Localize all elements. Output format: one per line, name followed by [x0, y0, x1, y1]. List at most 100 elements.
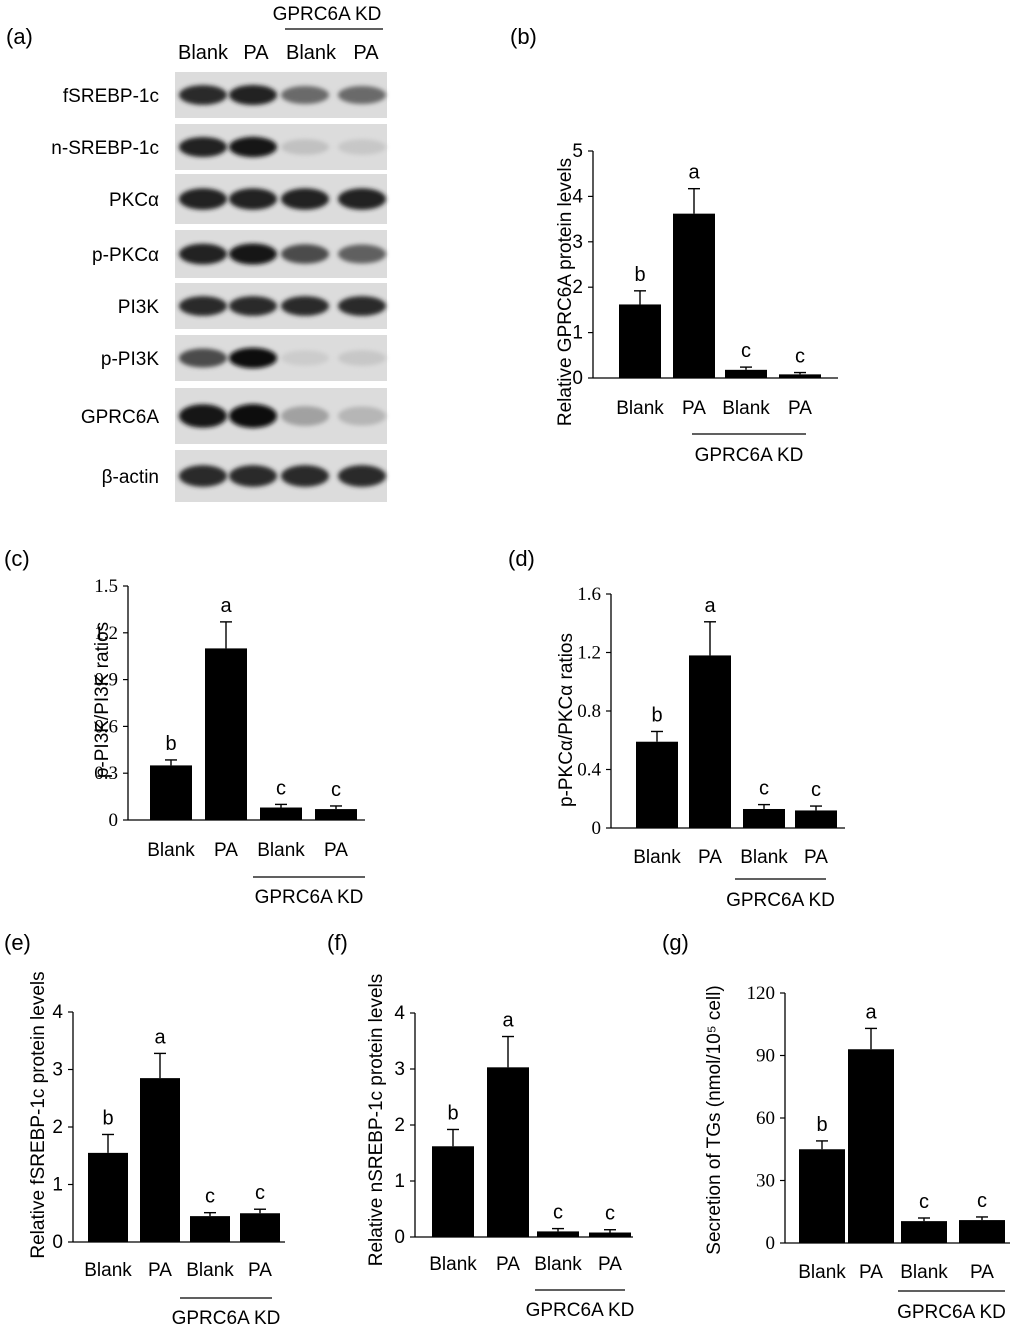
blot-band: [229, 243, 277, 265]
blot-row: PI3K: [118, 283, 387, 329]
blot-band: [229, 404, 277, 428]
blot-row-label: p-PI3K: [101, 349, 159, 370]
y-tick-label: 1: [52, 1175, 63, 1196]
blot-band: [229, 347, 277, 369]
panel-letter-g: (g): [662, 930, 689, 955]
group-label: GPRC6A KD: [526, 1300, 635, 1321]
panel-letter-f: (f): [327, 930, 348, 955]
blot-band: [179, 85, 227, 105]
significance-letter: b: [102, 1107, 113, 1129]
y-tick-label: 4: [52, 1002, 63, 1023]
y-tick-label: 0.8: [577, 701, 601, 722]
y-tick-label: 3: [394, 1059, 405, 1080]
blot-band: [229, 84, 277, 106]
blot-band: [338, 350, 386, 366]
group-label: GPRC6A KD: [726, 890, 835, 911]
bar: [689, 655, 731, 828]
y-tick-label: 60: [756, 1108, 775, 1129]
significance-letter: c: [741, 340, 751, 362]
blot-row-label: β-actin: [102, 467, 159, 488]
y-tick-label: 1.2: [577, 643, 601, 664]
x-tick-label: PA: [788, 398, 812, 419]
significance-letter: b: [651, 704, 662, 726]
blot-row-label: p-PKCα: [92, 245, 159, 266]
x-tick-label: Blank: [722, 398, 770, 419]
panel-letter-b: (b): [510, 24, 537, 49]
y-tick-label: 1: [572, 323, 583, 344]
x-tick-label: PA: [324, 840, 348, 861]
y-tick-label: 2: [394, 1115, 405, 1136]
blot-band: [338, 139, 386, 155]
significance-letter: b: [634, 264, 645, 286]
blot-band: [179, 465, 227, 487]
blot-lane-label: PA: [243, 42, 269, 64]
bar: [487, 1067, 529, 1237]
bar: [901, 1221, 947, 1243]
x-tick-label: PA: [682, 398, 706, 419]
significance-letter: a: [688, 162, 700, 184]
y-tick-label: 0: [766, 1233, 776, 1254]
x-tick-label: PA: [598, 1254, 622, 1275]
significance-letter: c: [255, 1182, 265, 1204]
x-tick-label: PA: [214, 840, 238, 861]
bar: [150, 765, 192, 820]
significance-letter: a: [154, 1026, 166, 1048]
blot-band: [229, 296, 277, 316]
blot-band: [338, 406, 386, 426]
significance-letter: c: [331, 779, 341, 801]
blot-band: [338, 296, 386, 316]
y-tick-label: 0: [572, 368, 583, 389]
significance-letter: a: [502, 1010, 514, 1032]
blot-band: [229, 465, 277, 487]
y-tick-label: 1.2: [94, 623, 118, 644]
blot-lane-label: Blank: [286, 42, 337, 64]
bar: [743, 808, 785, 828]
chart-d: 0 0.4 0.8 1.2 1.6 p-PKCα/PKCα ratios b Blank a PA…: [556, 584, 845, 911]
significance-letter: c: [919, 1191, 929, 1213]
y-tick-label: 4: [394, 1003, 405, 1024]
blot-band: [338, 188, 386, 210]
bar: [88, 1152, 128, 1242]
y-tick-label: 0.4: [577, 760, 601, 781]
bar: [190, 1216, 230, 1242]
bar: [725, 369, 767, 378]
x-tick-label: Blank: [798, 1262, 846, 1283]
x-tick-label: Blank: [84, 1260, 132, 1281]
significance-letter: a: [865, 1001, 877, 1023]
bar: [432, 1146, 474, 1237]
significance-letter: c: [759, 778, 769, 800]
y-tick-label: 2: [52, 1117, 63, 1138]
x-tick-label: PA: [496, 1254, 520, 1275]
blot-row: fSREBP-1c: [63, 72, 387, 118]
x-tick-label: PA: [970, 1262, 994, 1283]
blot-band: [281, 350, 329, 366]
x-tick-label: Blank: [186, 1260, 234, 1281]
x-tick-label: Blank: [257, 840, 305, 861]
blot-band: [338, 85, 386, 105]
blot-band: [281, 244, 329, 264]
bar: [260, 807, 302, 820]
y-tick-label: 120: [747, 983, 776, 1004]
blot-band: [281, 465, 329, 487]
chart-c: 0 0.3 0.6 0.9 1.2 1.5 p-PI3K/PI3K ratios b Blank…: [92, 576, 365, 908]
blot-band: [229, 136, 277, 158]
blot-band: [338, 465, 386, 487]
y-tick-label: 3: [52, 1060, 63, 1081]
y-tick-label: 4: [572, 186, 583, 207]
y-axis-label: Relative fSREBP-1c protein levels: [28, 971, 49, 1258]
bar: [673, 213, 715, 378]
blot-row-label: PI3K: [118, 297, 160, 318]
y-axis-label: Relative nSREBP-1c protein levels: [366, 974, 387, 1267]
bar: [589, 1232, 631, 1237]
panel-letter-c: (c): [4, 546, 30, 571]
y-tick-label: 30: [756, 1171, 775, 1192]
x-tick-label: PA: [859, 1262, 883, 1283]
blot-row: GPRC6A: [81, 388, 387, 444]
bar: [140, 1078, 180, 1242]
bar: [537, 1231, 579, 1237]
y-tick-label: 5: [572, 141, 583, 162]
blot-band: [281, 85, 329, 105]
panel-letter-d: (d): [508, 546, 535, 571]
x-tick-label: Blank: [534, 1254, 582, 1275]
